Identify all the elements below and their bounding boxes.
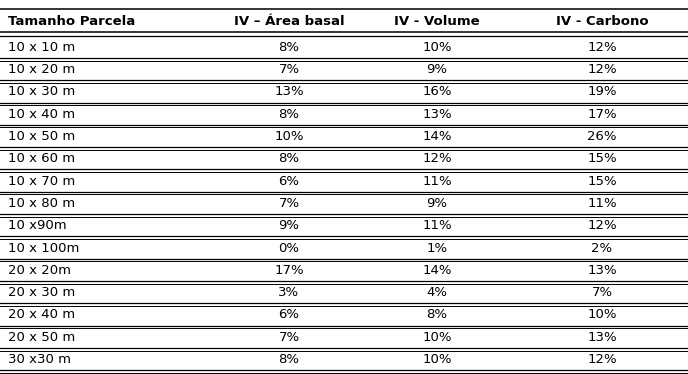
Text: 8%: 8% (427, 309, 447, 321)
Text: IV – Área basal: IV – Área basal (234, 15, 344, 28)
Text: 0%: 0% (279, 242, 299, 255)
Text: 13%: 13% (422, 108, 452, 121)
Text: 3%: 3% (279, 286, 299, 299)
Text: 13%: 13% (587, 264, 617, 277)
Text: IV - Carbono: IV - Carbono (556, 15, 648, 28)
Text: 10%: 10% (275, 130, 303, 143)
Text: 20 x 50 m: 20 x 50 m (8, 331, 76, 344)
Text: 15%: 15% (587, 175, 617, 188)
Text: Tamanho Parcela: Tamanho Parcela (8, 15, 136, 28)
Text: 10 x 40 m: 10 x 40 m (8, 108, 76, 121)
Text: 8%: 8% (279, 108, 299, 121)
Text: 10 x 60 m: 10 x 60 m (8, 152, 76, 165)
Text: 20 x 20m: 20 x 20m (8, 264, 72, 277)
Text: 26%: 26% (588, 130, 616, 143)
Text: 10 x 20 m: 10 x 20 m (8, 63, 76, 76)
Text: 16%: 16% (422, 85, 451, 98)
Text: 12%: 12% (422, 152, 452, 165)
Text: 10 x 10 m: 10 x 10 m (8, 41, 76, 54)
Text: 10 x 100m: 10 x 100m (8, 242, 80, 255)
Text: 8%: 8% (279, 353, 299, 366)
Text: 7%: 7% (279, 331, 299, 344)
Text: 10 x 30 m: 10 x 30 m (8, 85, 76, 98)
Text: 2%: 2% (592, 242, 612, 255)
Text: 10 x 50 m: 10 x 50 m (8, 130, 76, 143)
Text: 13%: 13% (274, 85, 304, 98)
Text: 13%: 13% (587, 331, 617, 344)
Text: 10%: 10% (422, 41, 451, 54)
Text: 20 x 40 m: 20 x 40 m (8, 309, 76, 321)
Text: 8%: 8% (279, 41, 299, 54)
Text: 12%: 12% (587, 219, 617, 232)
Text: IV - Volume: IV - Volume (394, 15, 480, 28)
Text: 10 x 70 m: 10 x 70 m (8, 175, 76, 188)
Text: 7%: 7% (592, 286, 612, 299)
Text: 12%: 12% (587, 353, 617, 366)
Text: 6%: 6% (279, 309, 299, 321)
Text: 11%: 11% (422, 175, 452, 188)
Text: 17%: 17% (274, 264, 304, 277)
Text: 30 x30 m: 30 x30 m (8, 353, 72, 366)
Text: 9%: 9% (427, 63, 447, 76)
Text: 9%: 9% (427, 197, 447, 210)
Text: 10%: 10% (588, 309, 616, 321)
Text: 14%: 14% (422, 130, 451, 143)
Text: 6%: 6% (279, 175, 299, 188)
Text: 12%: 12% (587, 63, 617, 76)
Text: 11%: 11% (587, 197, 617, 210)
Text: 10 x90m: 10 x90m (8, 219, 67, 232)
Text: 12%: 12% (587, 41, 617, 54)
Text: 10%: 10% (422, 353, 451, 366)
Text: 15%: 15% (587, 152, 617, 165)
Text: 11%: 11% (422, 219, 452, 232)
Text: 4%: 4% (427, 286, 447, 299)
Text: 7%: 7% (279, 63, 299, 76)
Text: 10 x 80 m: 10 x 80 m (8, 197, 76, 210)
Text: 10%: 10% (422, 331, 451, 344)
Text: 19%: 19% (588, 85, 616, 98)
Text: 20 x 30 m: 20 x 30 m (8, 286, 76, 299)
Text: 17%: 17% (587, 108, 617, 121)
Text: 14%: 14% (422, 264, 451, 277)
Text: 1%: 1% (427, 242, 447, 255)
Text: 9%: 9% (279, 219, 299, 232)
Text: 7%: 7% (279, 197, 299, 210)
Text: 8%: 8% (279, 152, 299, 165)
